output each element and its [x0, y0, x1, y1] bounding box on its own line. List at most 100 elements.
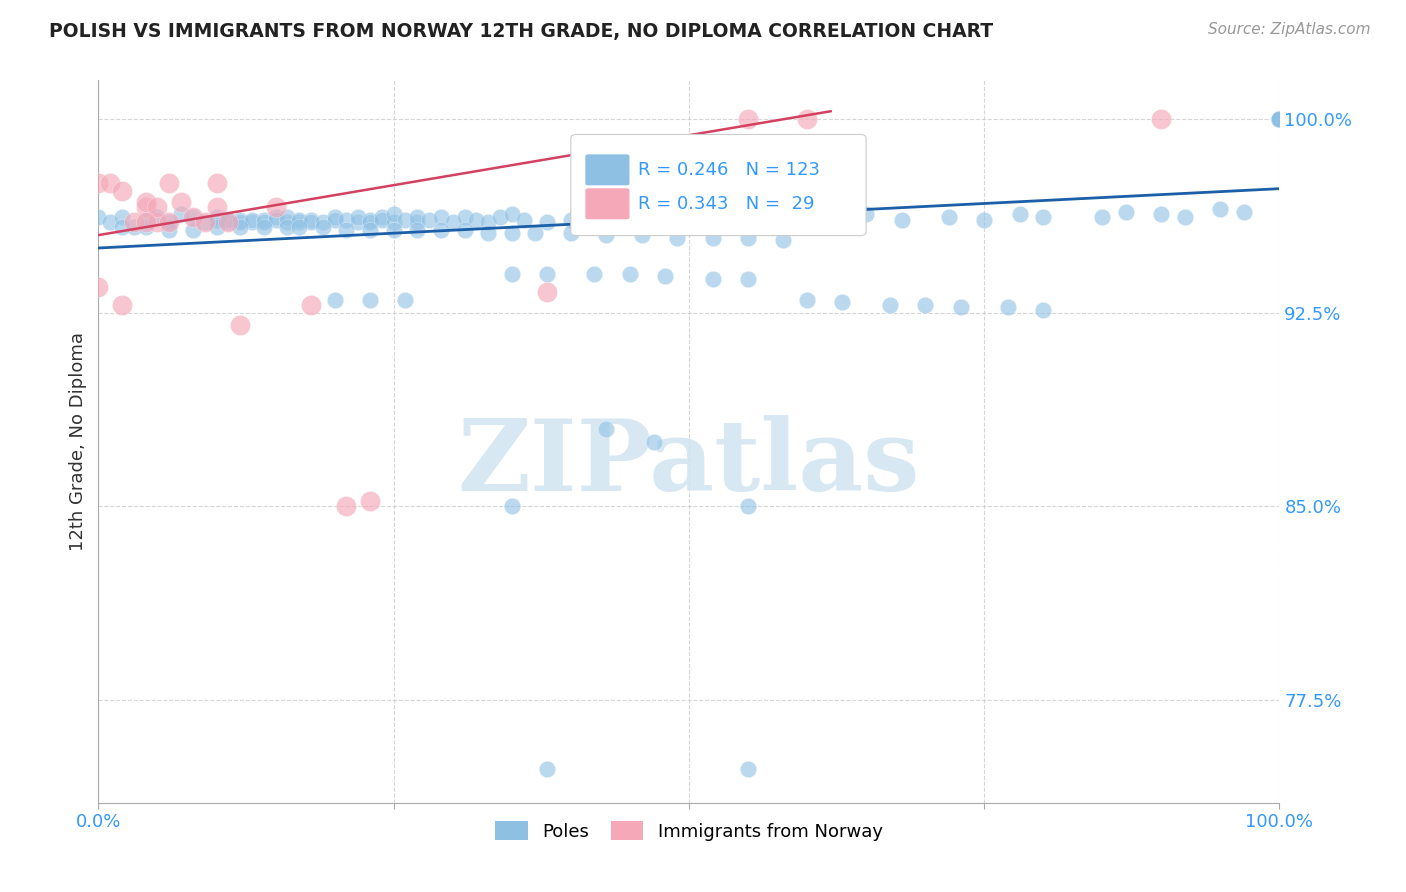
Point	[205, 177, 228, 191]
Point	[595, 228, 617, 243]
Point	[524, 226, 547, 240]
Point	[170, 207, 193, 221]
Point	[181, 210, 204, 224]
FancyBboxPatch shape	[571, 135, 866, 235]
Point	[288, 212, 311, 227]
Point	[796, 112, 818, 126]
Point	[157, 215, 180, 229]
Point	[135, 212, 157, 227]
Point	[607, 212, 630, 227]
Point	[146, 210, 169, 224]
Point	[359, 293, 381, 307]
Point	[1150, 112, 1173, 126]
Y-axis label: 12th Grade, No Diploma: 12th Grade, No Diploma	[69, 332, 87, 551]
Point	[229, 220, 252, 235]
Point	[406, 210, 429, 224]
Point	[312, 220, 335, 235]
Point	[630, 228, 652, 243]
Point	[938, 210, 960, 224]
Point	[229, 318, 252, 333]
Point	[194, 215, 217, 229]
Point	[135, 200, 157, 214]
Point	[170, 194, 193, 209]
Point	[1268, 112, 1291, 126]
Point	[619, 267, 641, 281]
Point	[217, 215, 239, 229]
Point	[772, 233, 794, 247]
Point	[855, 207, 877, 221]
Point	[87, 210, 110, 224]
Text: Source: ZipAtlas.com: Source: ZipAtlas.com	[1208, 22, 1371, 37]
Text: POLISH VS IMMIGRANTS FROM NORWAY 12TH GRADE, NO DIPLOMA CORRELATION CHART: POLISH VS IMMIGRANTS FROM NORWAY 12TH GR…	[49, 22, 993, 41]
Legend: Poles, Immigrants from Norway: Poles, Immigrants from Norway	[488, 814, 890, 848]
Point	[702, 230, 724, 244]
Point	[831, 212, 853, 227]
Point	[264, 200, 287, 214]
Point	[501, 207, 523, 221]
Point	[949, 301, 972, 315]
Point	[453, 210, 475, 224]
Point	[347, 215, 370, 229]
Point	[1268, 112, 1291, 126]
Point	[359, 494, 381, 508]
Point	[536, 762, 558, 776]
Point	[489, 210, 512, 224]
Point	[1268, 112, 1291, 126]
Point	[501, 226, 523, 240]
Point	[205, 210, 228, 224]
Point	[643, 434, 665, 449]
Point	[430, 223, 453, 237]
Point	[1032, 302, 1054, 317]
Point	[1233, 205, 1256, 219]
Point	[288, 215, 311, 229]
Point	[111, 210, 134, 224]
Point	[678, 212, 700, 227]
Point	[299, 212, 322, 227]
Point	[394, 212, 416, 227]
Point	[335, 212, 357, 227]
Point	[737, 112, 759, 126]
Point	[312, 215, 335, 229]
Point	[477, 215, 499, 229]
Point	[87, 279, 110, 293]
Point	[654, 269, 676, 284]
Point	[122, 220, 145, 235]
Point	[205, 220, 228, 235]
Point	[323, 210, 346, 224]
Point	[1268, 112, 1291, 126]
Point	[406, 215, 429, 229]
Point	[583, 267, 606, 281]
Point	[997, 301, 1019, 315]
Point	[347, 210, 370, 224]
Point	[323, 293, 346, 307]
Point	[335, 499, 357, 513]
Point	[299, 298, 322, 312]
Point	[702, 215, 724, 229]
Point	[264, 210, 287, 224]
Point	[276, 215, 298, 229]
Point	[371, 210, 394, 224]
Point	[382, 207, 405, 221]
Point	[1268, 112, 1291, 126]
Point	[737, 272, 759, 286]
Point	[253, 220, 276, 235]
Point	[796, 210, 818, 224]
Point	[477, 226, 499, 240]
Point	[146, 215, 169, 229]
Point	[501, 499, 523, 513]
Point	[1032, 210, 1054, 224]
Point	[157, 177, 180, 191]
Point	[229, 212, 252, 227]
Point	[512, 212, 534, 227]
Point	[146, 200, 169, 214]
Point	[560, 226, 582, 240]
Point	[1091, 210, 1114, 224]
Point	[1115, 205, 1137, 219]
Point	[831, 295, 853, 310]
Point	[465, 212, 488, 227]
Point	[371, 212, 394, 227]
Point	[560, 212, 582, 227]
Point	[253, 215, 276, 229]
Text: R = 0.343   N =  29: R = 0.343 N = 29	[638, 194, 814, 213]
Point	[1150, 207, 1173, 221]
